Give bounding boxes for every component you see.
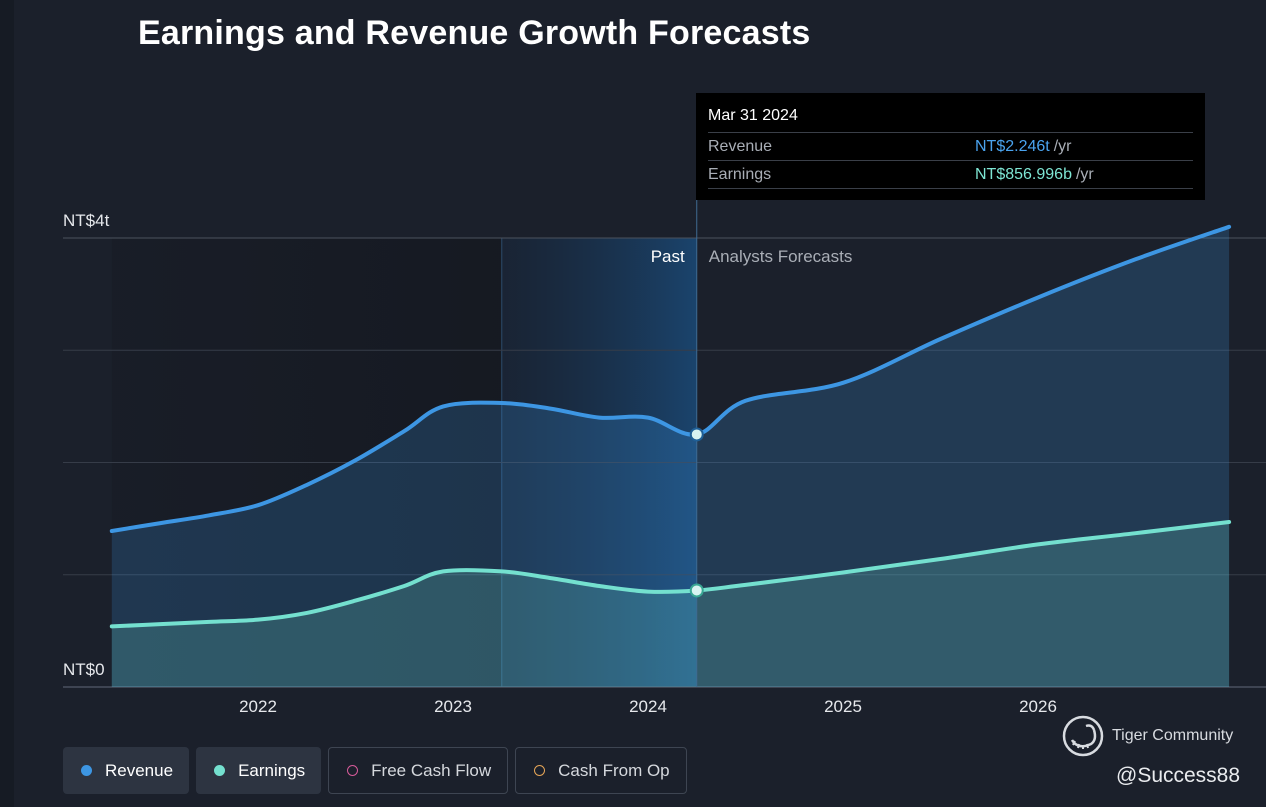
tooltip-label-revenue: Revenue xyxy=(708,137,773,155)
x-tick-label: 2025 xyxy=(824,697,862,716)
revenue-dot-icon xyxy=(81,765,92,776)
y-tick-label: NT$4t xyxy=(63,211,110,230)
chart-title: Earnings and Revenue Growth Forecasts xyxy=(138,14,811,52)
watermark-brand: Tiger Community xyxy=(1112,727,1234,744)
legend-cash-from-op-label: Cash From Op xyxy=(558,760,670,780)
tooltip-label-earnings: Earnings xyxy=(708,165,772,183)
legend-free-cash-flow-button[interactable]: Free Cash Flow xyxy=(328,747,509,794)
tiger-community-watermark: Tiger Community xyxy=(1061,714,1233,758)
legend-revenue-label: Revenue xyxy=(105,760,174,780)
revenue-cursor-point[interactable] xyxy=(689,427,704,442)
legend-cash-from-op-button[interactable]: Cash From Op xyxy=(515,747,687,794)
past-label: Past xyxy=(651,247,685,266)
legend-free-cash-flow-label: Free Cash Flow xyxy=(371,760,492,780)
tooltip-unit-revenue: /yr xyxy=(1053,137,1072,155)
x-tick-label: 2022 xyxy=(239,697,277,716)
watermark-handle: @Success88 xyxy=(1116,764,1241,787)
series-legend: Revenue Earnings Free Cash Flow Cash Fro… xyxy=(63,747,687,794)
tooltip-unit-earnings: /yr xyxy=(1075,165,1094,183)
cash-from-op-ring-icon xyxy=(534,765,546,776)
revenue-area xyxy=(111,226,1230,688)
tooltip-value-revenue: NT$2.246t xyxy=(975,137,1050,155)
tooltip-value-earnings: NT$856.996b xyxy=(975,165,1072,183)
tooltip-date: Mar 31 2024 xyxy=(708,107,1193,133)
earnings-cursor-point[interactable] xyxy=(689,583,704,598)
x-tick-label: 2024 xyxy=(629,697,667,716)
left-border-strip xyxy=(0,0,14,807)
x-tick-label: 2026 xyxy=(1019,697,1057,716)
earnings-area xyxy=(111,522,1230,687)
legend-earnings-label: Earnings xyxy=(238,760,306,780)
free-cash-flow-ring-icon xyxy=(347,765,359,776)
tiger-logo-icon xyxy=(1062,715,1104,757)
analysts-forecasts-label: Analysts Forecasts xyxy=(709,247,853,266)
chart-tooltip: Mar 31 2024 Revenue NT$2.246t /yr Earnin… xyxy=(696,93,1205,200)
legend-revenue-button[interactable]: Revenue xyxy=(63,747,190,794)
revenue-line[interactable] xyxy=(109,224,1232,533)
earnings-line[interactable] xyxy=(109,520,1232,629)
x-tick-label: 2023 xyxy=(434,697,472,716)
legend-earnings-button[interactable]: Earnings xyxy=(196,747,322,794)
tooltip-row-earnings: Earnings NT$856.996b /yr xyxy=(708,161,1193,189)
y-tick-label: NT$0 xyxy=(63,660,105,679)
tooltip-row-revenue: Revenue NT$2.246t /yr xyxy=(708,133,1193,161)
earnings-dot-icon xyxy=(214,765,226,776)
